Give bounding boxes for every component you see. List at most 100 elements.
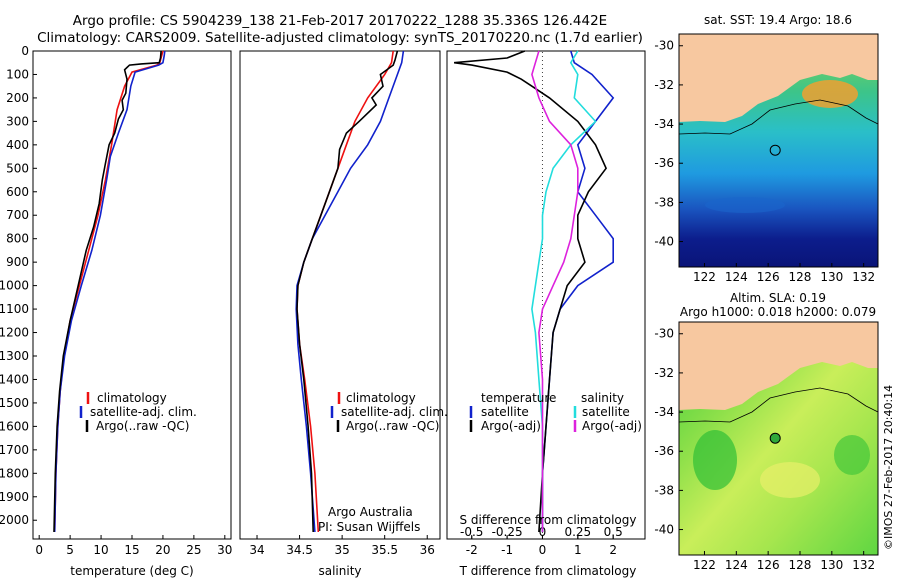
lat-tick-label: -34 — [654, 405, 674, 419]
s-diff-label: S difference from climatology — [460, 513, 637, 527]
series-line-climatology — [53, 50, 164, 533]
credit-line-2: PI: Susan Wijffels — [318, 520, 420, 534]
y-tick-label: 400 — [6, 138, 29, 152]
x-tick-label: 5 — [66, 543, 74, 557]
x-tick-label: -2 — [466, 543, 478, 557]
y-tick-label: 800 — [6, 232, 29, 246]
argo-position-marker — [769, 144, 781, 156]
legend-title-salinity: salinity — [581, 391, 624, 405]
y-tick-label: 1300 — [0, 349, 29, 363]
salinity-panel: 34 34.5 35 35.5 36 salinity climatology sate… — [239, 50, 448, 578]
x-tick-label: 0 — [35, 543, 43, 557]
difference-legend: temperature salinity satellite Argo(-adj… — [469, 391, 642, 433]
y-tick-label: 1400 — [0, 372, 29, 386]
lat-tick-label: -30 — [654, 39, 674, 53]
credit-line-1: Argo Australia — [328, 505, 413, 519]
lat-tick-label: -30 — [654, 327, 674, 341]
imos-credit: ©IMOS 27-Feb-2017 20:40:14 — [882, 385, 895, 550]
lat-tick-label: -40 — [654, 235, 674, 249]
legend-label-s-satellite: satellite — [582, 405, 630, 419]
series-line-satellite — [541, 50, 615, 532]
y-tick-label: 500 — [6, 161, 29, 175]
t-diff-label: T difference from climatology — [459, 564, 637, 578]
lon-tick-label: 126 — [757, 558, 780, 572]
series-line-satellite-adj-clim- — [295, 50, 405, 533]
lon-tick-label: 132 — [852, 558, 875, 572]
legend-label-argo: Argo(..raw -QC) — [346, 419, 439, 433]
legend-label-t-argo: Argo(-adj) — [481, 419, 541, 433]
x-tick-label: 2 — [609, 543, 617, 557]
lat-tick-label: -38 — [654, 483, 674, 497]
series-line-satellite-adj-clim- — [53, 50, 166, 533]
legend-label-climatology: climatology — [346, 391, 416, 405]
lon-tick-label: 122 — [693, 270, 716, 284]
series-line-argo-raw-qc- — [296, 50, 399, 533]
sla-map-title-1: Altim. SLA: 0.19 — [730, 291, 826, 305]
x-tick-label: 35 — [334, 543, 349, 557]
salinity-legend: climatology satellite-adj. clim. Argo(..… — [330, 391, 448, 433]
x-tick-label: 25 — [186, 543, 201, 557]
y-tick-label: 1700 — [0, 443, 29, 457]
top-tick-label: -0.25 — [492, 525, 523, 539]
temperature-frame — [32, 50, 232, 540]
series-line-argo-adj- — [531, 50, 579, 532]
series-line-argo-adj- — [453, 50, 608, 533]
legend-title-temperature: temperature — [481, 391, 556, 405]
lat-tick-label: -40 — [654, 523, 674, 537]
x-tick-label: 0 — [539, 543, 547, 557]
depth-ticks: 0 100 200 300 400 500 600 700 800 900 1000 1100 1200… — [0, 44, 37, 527]
y-tick-label: 1900 — [0, 490, 29, 504]
temperature-legend: climatology satellite-adj. clim. Argo(..… — [79, 391, 197, 433]
x-tick-label: 30 — [217, 543, 232, 557]
argo-position-marker — [769, 432, 781, 444]
lon-tick-label: 132 — [852, 270, 875, 284]
sla-low-patch — [834, 435, 870, 475]
x-tick-label: 1 — [574, 543, 582, 557]
temperature-x-ticks: 0 5 10 15 20 25 30 — [35, 535, 232, 557]
title-line-1: Argo profile: CS 5904239_138 21-Feb-2017… — [73, 13, 607, 29]
series-line-satellite — [531, 50, 597, 532]
sst-map-panel: sat. SST: 19.4 Argo: 18.6 — [654, 13, 879, 284]
legend-label-satellite: satellite-adj. clim. — [90, 405, 197, 419]
y-tick-label: 1000 — [0, 279, 29, 293]
sla-low-patch — [693, 430, 737, 490]
sst-frame — [678, 33, 879, 268]
lon-tick-label: 128 — [789, 558, 812, 572]
salinity-frame — [239, 50, 441, 540]
y-tick-label: 0 — [21, 44, 29, 58]
y-tick-label: 300 — [6, 114, 29, 128]
x-tick-label: 10 — [93, 543, 108, 557]
sst-y-ticks: -30 -32 -34 -36 -38 -40 — [654, 39, 683, 249]
legend-label-t-satellite: satellite — [481, 405, 529, 419]
legend-label-argo: Argo(..raw -QC) — [96, 419, 189, 433]
sst-contour — [678, 99, 879, 135]
salinity-x-ticks: 34 34.5 35 35.5 36 — [249, 535, 435, 557]
x-tick-label: 34 — [249, 543, 264, 557]
y-tick-label: 200 — [6, 91, 29, 105]
x-tick-label: 34.5 — [286, 543, 313, 557]
lon-tick-label: 124 — [725, 558, 748, 572]
lat-tick-label: -34 — [654, 117, 674, 131]
sst-x-ticks: 122 124 126 128 130 132 — [693, 263, 875, 284]
y-tick-label: 100 — [6, 67, 29, 81]
temperature-lines — [53, 50, 166, 533]
sst-warm-patch — [802, 80, 858, 108]
lat-tick-label: -38 — [654, 195, 674, 209]
difference-lines — [453, 50, 615, 533]
sst-map-title: sat. SST: 19.4 Argo: 18.6 — [704, 13, 852, 27]
x-tick-label: 15 — [124, 543, 139, 557]
temperature-panel: 0100200300400500600700800900100011001200… — [0, 44, 232, 578]
lon-tick-label: 126 — [757, 270, 780, 284]
y-tick-label: 2000 — [0, 513, 29, 527]
sst-cool-band — [705, 197, 785, 213]
y-tick-label: 600 — [6, 185, 29, 199]
x-tick-label: 35.5 — [371, 543, 398, 557]
x-tick-label: 36 — [420, 543, 435, 557]
temperature-xlabel: temperature (deg C) — [70, 564, 193, 578]
legend-label-satellite: satellite-adj. clim. — [341, 405, 448, 419]
y-tick-label: 1800 — [0, 466, 29, 480]
lat-tick-label: -32 — [654, 366, 674, 380]
lon-tick-label: 124 — [725, 270, 748, 284]
y-tick-label: 1100 — [0, 302, 29, 316]
